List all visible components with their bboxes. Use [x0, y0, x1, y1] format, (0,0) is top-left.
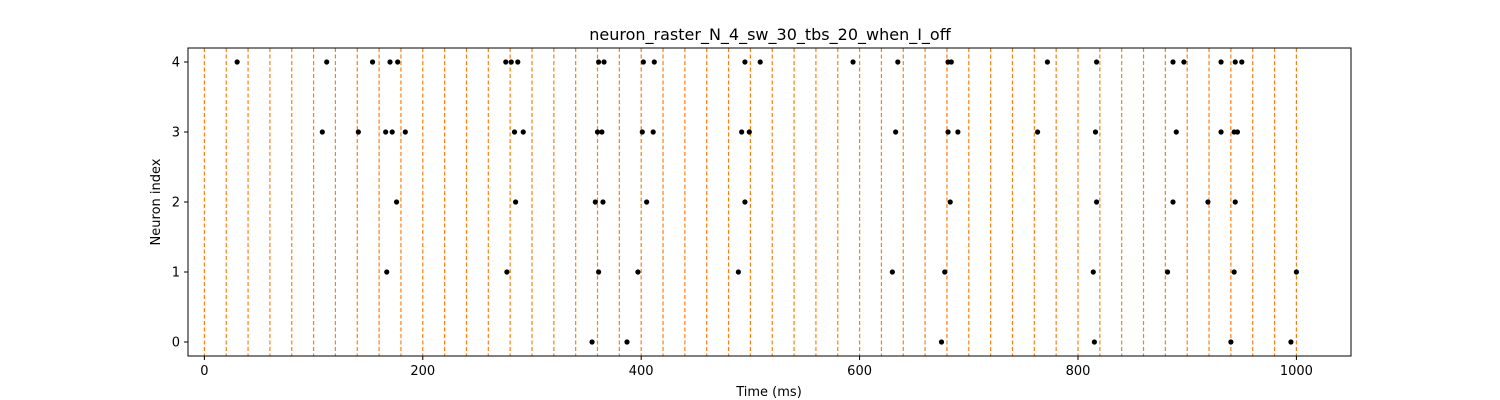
x-tick-label: 800: [1066, 364, 1091, 379]
spike-point: [513, 199, 519, 205]
spike-point: [889, 269, 895, 275]
spike-point: [1173, 129, 1179, 135]
spike-point: [319, 129, 325, 135]
y-tick-label: 1: [172, 266, 180, 281]
spike-point: [234, 59, 240, 65]
spike-point: [1232, 199, 1238, 205]
spike-point: [635, 269, 641, 275]
spike-point: [324, 59, 330, 65]
spike-point: [503, 59, 509, 65]
spike-point: [1170, 199, 1176, 205]
spike-point: [384, 269, 390, 275]
y-axis-label: Neuron index: [149, 158, 164, 245]
spike-point: [389, 129, 395, 135]
vertical-dashed-lines: [203, 48, 1297, 356]
spike-point: [355, 129, 361, 135]
spike-point: [1239, 59, 1245, 65]
spike-point: [592, 199, 598, 205]
spike-point: [520, 129, 526, 135]
spike-point: [947, 199, 953, 205]
spike-point: [938, 339, 945, 345]
spike-point: [1164, 269, 1171, 275]
spike-point: [650, 129, 656, 135]
spike-point: [601, 59, 607, 65]
spike-point: [1090, 269, 1096, 275]
spike-point: [1093, 59, 1100, 65]
spike-point: [1181, 59, 1187, 65]
spike-point: [942, 269, 948, 275]
spike-point: [948, 59, 954, 65]
spike-point: [735, 269, 741, 275]
spike-point: [595, 59, 602, 65]
spike-point: [1218, 59, 1224, 65]
y-tick-label: 3: [172, 126, 180, 141]
spike-point: [742, 59, 748, 65]
x-tick-label: 200: [410, 364, 435, 379]
y-tick-label: 0: [172, 336, 180, 351]
spike-point: [739, 129, 745, 135]
spike-point: [369, 59, 376, 65]
spike-point: [383, 129, 389, 135]
spike-point: [589, 339, 595, 345]
spike-point: [895, 59, 901, 65]
x-tick-label: 0: [200, 364, 208, 379]
x-tick-label: 400: [629, 364, 654, 379]
spike-point: [1091, 339, 1097, 345]
spike-point: [746, 129, 752, 135]
spike-point: [594, 129, 601, 135]
y-tick-label: 2: [172, 196, 180, 211]
spike-point: [1232, 59, 1238, 65]
spike-point: [742, 199, 748, 205]
spike-point: [387, 59, 393, 65]
spike-point: [644, 199, 650, 205]
spike-point: [1044, 59, 1051, 65]
spike-point: [599, 129, 605, 135]
spike-point: [651, 59, 657, 65]
spike-point: [402, 129, 408, 135]
spike-points: [234, 59, 1299, 345]
spike-point: [1034, 129, 1041, 135]
spike-point: [1218, 129, 1224, 135]
spike-point: [595, 269, 602, 275]
spike-point: [757, 59, 763, 65]
x-tick-label: 1000: [1280, 364, 1313, 379]
spike-point: [508, 59, 514, 65]
spike-point: [639, 129, 645, 135]
spike-point: [640, 59, 646, 65]
spike-point: [1228, 339, 1234, 345]
spike-point: [600, 199, 606, 205]
spike-point: [624, 339, 630, 345]
spike-point: [515, 59, 521, 65]
spike-point: [393, 199, 400, 205]
spike-point: [1231, 269, 1237, 275]
spike-point: [1293, 269, 1299, 275]
x-axis-label: Time (ms): [735, 385, 802, 400]
spike-point: [1288, 339, 1294, 345]
spike-point: [1093, 199, 1100, 205]
spike-point: [504, 269, 510, 275]
spike-point: [945, 129, 951, 135]
spike-point: [1170, 59, 1176, 65]
x-axis-ticks: 0 200 400 600 800 1000: [200, 356, 1313, 379]
spike-point: [1092, 129, 1099, 135]
spike-point: [395, 59, 401, 65]
chart-title: neuron_raster_N_4_sw_30_tbs_20_when_I_of…: [589, 25, 951, 45]
x-tick-label: 600: [847, 364, 872, 379]
spike-point: [893, 129, 899, 135]
y-tick-label: 4: [172, 56, 180, 71]
spike-point: [850, 59, 856, 65]
spike-point: [511, 129, 518, 135]
spike-point: [1234, 129, 1241, 135]
y-axis-ticks: 0 1 2 3 4: [172, 56, 188, 351]
spike-point: [955, 129, 961, 135]
spike-point: [1205, 199, 1211, 205]
